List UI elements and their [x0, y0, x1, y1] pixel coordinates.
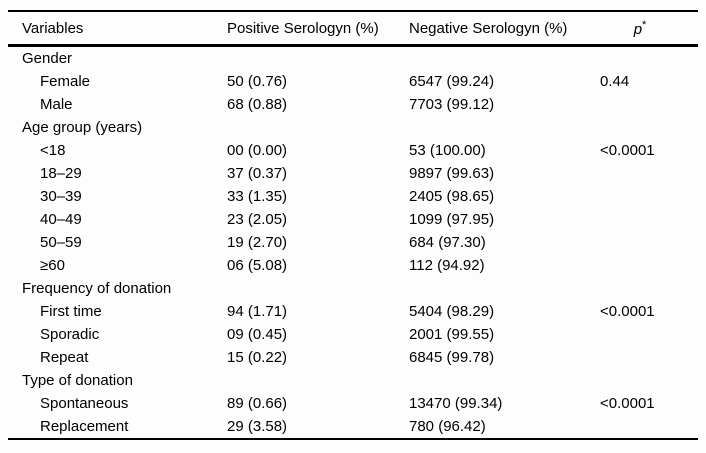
negative-count-cell: 780 (96.42) [409, 418, 486, 435]
negative-count-cell: 7703 (99.12) [409, 96, 495, 113]
section-header-row: Frequency of donation [8, 277, 698, 300]
column-header-p-value: p* [600, 11, 698, 47]
variable-cell: First time [40, 303, 102, 320]
negative-count-cell: 2405 (98.65) [409, 188, 495, 205]
variable-cell: <18 [40, 142, 66, 159]
positive-count-cell: 23 (2.05) [227, 211, 288, 228]
variable-cell: ≥60 [40, 257, 65, 274]
variable-cell: Sporadic [40, 326, 100, 343]
negative-count-cell: 9897 (99.63) [409, 165, 495, 182]
p-value-cell [600, 93, 698, 116]
p-value-cell [600, 346, 698, 369]
positive-count-cell: 19 (2.70) [227, 234, 288, 251]
p-value-cell: <0.0001 [600, 142, 655, 159]
negative-count-cell: 2001 (99.55) [409, 326, 495, 343]
variable-cell: Replacement [40, 418, 129, 435]
positive-count-cell: 68 (0.88) [227, 96, 288, 113]
negative-count-cell: 1099 (97.95) [409, 211, 495, 228]
table-body: Gender Female 50 (0.76) 6547 (99.24) 0.44 Mal… [8, 46, 698, 440]
table-row: 18–29 37 (0.37) 9897 (99.63) [8, 162, 698, 185]
positive-count-cell: 33 (1.35) [227, 188, 288, 205]
p-value-cell [600, 323, 698, 346]
table-row: Sporadic 09 (0.45) 2001 (99.55) [8, 323, 698, 346]
positive-count-cell: 50 (0.76) [227, 73, 288, 90]
column-header-negative-serology: Negative Serologyn (%) [409, 11, 600, 47]
p-value-cell [600, 208, 698, 231]
p-value-cell [600, 231, 698, 254]
table-row: ≥60 06 (5.08) 112 (94.92) [8, 254, 698, 277]
column-header-variables: Variables [8, 11, 227, 47]
variable-cell: Male [40, 96, 73, 113]
table-row: Repeat 15 (0.22) 6845 (99.78) [8, 346, 698, 369]
negative-count-cell: 684 (97.30) [409, 234, 486, 251]
p-value-cell [600, 415, 698, 439]
table-row: 40–49 23 (2.05) 1099 (97.95) [8, 208, 698, 231]
variable-cell: 18–29 [40, 165, 82, 182]
table-row: <18 00 (0.00) 53 (100.00) <0.0001 [8, 139, 698, 162]
section-label: Age group (years) [22, 119, 143, 136]
p-value-cell: <0.0001 [600, 303, 655, 320]
table-row: Male 68 (0.88) 7703 (99.12) [8, 93, 698, 116]
negative-count-cell: 6845 (99.78) [409, 349, 495, 366]
variable-cell: 50–59 [40, 234, 82, 251]
table-row: 50–59 19 (2.70) 684 (97.30) [8, 231, 698, 254]
p-value-cell: <0.0001 [600, 395, 655, 412]
positive-count-cell: 29 (3.58) [227, 418, 288, 435]
negative-count-cell: 53 (100.00) [409, 142, 486, 159]
section-label: Frequency of donation [22, 280, 172, 297]
positive-count-cell: 15 (0.22) [227, 349, 288, 366]
p-value-cell [600, 254, 698, 277]
negative-count-cell: 13470 (99.34) [409, 395, 503, 412]
section-header-row: Age group (years) [8, 116, 698, 139]
table-row: Female 50 (0.76) 6547 (99.24) 0.44 [8, 70, 698, 93]
p-footnote-marker: * [642, 18, 647, 31]
positive-count-cell: 09 (0.45) [227, 326, 288, 343]
table-row: Spontaneous 89 (0.66) 13470 (99.34) <0.0001 [8, 392, 698, 415]
section-header-row: Type of donation [8, 369, 698, 392]
section-label: Gender [22, 50, 73, 67]
section-header-row: Gender [8, 46, 698, 71]
negative-count-cell: 112 (94.92) [409, 257, 485, 274]
negative-count-cell: 6547 (99.24) [409, 73, 495, 90]
variable-cell: Repeat [40, 349, 89, 366]
positive-count-cell: 89 (0.66) [227, 395, 288, 412]
serology-table: Variables Positive Serologyn (%) Negativ… [8, 10, 698, 440]
positive-count-cell: 00 (0.00) [227, 142, 288, 159]
p-value-cell [600, 162, 698, 185]
p-value-cell: 0.44 [600, 73, 630, 90]
table-row: First time 94 (1.71) 5404 (98.29) <0.0001 [8, 300, 698, 323]
p-symbol: p [633, 20, 643, 38]
header-row: Variables Positive Serologyn (%) Negativ… [8, 11, 698, 47]
positive-count-cell: 37 (0.37) [227, 165, 288, 182]
p-value-cell [600, 185, 698, 208]
section-label: Type of donation [22, 372, 133, 389]
variable-cell: 30–39 [40, 188, 82, 205]
positive-count-cell: 94 (1.71) [227, 303, 288, 320]
table-row: 30–39 33 (1.35) 2405 (98.65) [8, 185, 698, 208]
column-header-positive-serology: Positive Serologyn (%) [227, 11, 409, 47]
variable-cell: Spontaneous [40, 395, 129, 412]
negative-count-cell: 5404 (98.29) [409, 303, 495, 320]
table-row: Replacement 29 (3.58) 780 (96.42) [8, 415, 698, 439]
positive-count-cell: 06 (5.08) [227, 257, 288, 274]
variable-cell: 40–49 [40, 211, 82, 228]
variable-cell: Female [40, 73, 91, 90]
